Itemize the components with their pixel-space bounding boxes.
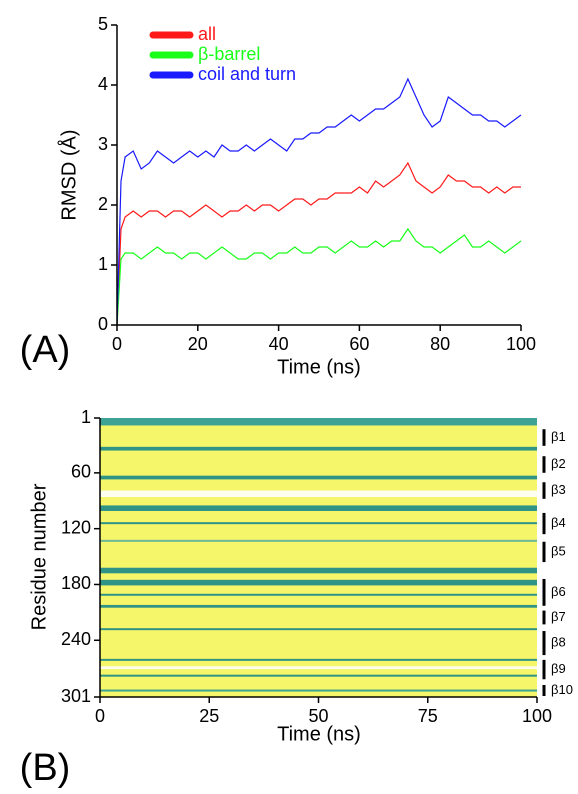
y-tick-label: 1 bbox=[98, 254, 108, 274]
structure-band bbox=[100, 674, 537, 677]
panel-label: (A) bbox=[20, 329, 71, 371]
x-tick-label: 25 bbox=[199, 706, 219, 726]
x-tick-label: 40 bbox=[269, 334, 289, 354]
structure-band bbox=[100, 666, 537, 670]
strand-label: β3 bbox=[551, 482, 566, 497]
structure-band bbox=[100, 628, 537, 631]
strand-label: β2 bbox=[551, 456, 566, 471]
y-tick-label: 240 bbox=[61, 629, 91, 649]
x-tick-label: 75 bbox=[418, 706, 438, 726]
axis-line bbox=[116, 25, 521, 326]
x-tick-label: 50 bbox=[308, 706, 328, 726]
structure-band bbox=[100, 604, 537, 608]
strand-label: β1 bbox=[551, 429, 566, 444]
strand-label: β9 bbox=[551, 661, 566, 676]
y-tick-label: 3 bbox=[98, 134, 108, 154]
strand-label: β5 bbox=[551, 543, 566, 558]
x-tick-label: 100 bbox=[506, 334, 536, 354]
panel-label: (B) bbox=[20, 747, 71, 789]
legend-label: coil and turn bbox=[198, 64, 296, 84]
structure-band bbox=[100, 475, 537, 480]
structure-band bbox=[100, 593, 537, 596]
structure-band bbox=[100, 539, 537, 542]
y-tick-label: 120 bbox=[61, 517, 91, 537]
x-tick-label: 0 bbox=[112, 334, 122, 354]
y-axis-label: RMSD (Å) bbox=[57, 129, 80, 220]
x-tick-label: 0 bbox=[95, 706, 105, 726]
y-tick-label: 1 bbox=[81, 407, 91, 427]
data-line bbox=[116, 227, 522, 326]
structure-band bbox=[100, 505, 537, 511]
structure-band bbox=[100, 418, 537, 426]
y-tick-label: 5 bbox=[98, 14, 108, 34]
strand-label: β4 bbox=[551, 515, 566, 530]
structure-band bbox=[100, 689, 537, 692]
structure-band bbox=[100, 567, 537, 574]
axis-line bbox=[99, 418, 537, 698]
data-line bbox=[116, 77, 522, 326]
structure-band bbox=[100, 658, 537, 661]
strand-label: β7 bbox=[551, 609, 566, 624]
legend-label: β-barrel bbox=[198, 44, 260, 64]
y-tick-label: 180 bbox=[61, 573, 91, 593]
y-tick-label: 60 bbox=[71, 462, 91, 482]
legend-label: all bbox=[198, 24, 216, 44]
y-tick-label: 4 bbox=[98, 74, 108, 94]
x-tick-label: 80 bbox=[430, 334, 450, 354]
y-tick-label: 0 bbox=[98, 314, 108, 334]
x-tick-label: 20 bbox=[188, 334, 208, 354]
structure-band bbox=[100, 522, 537, 525]
map-background bbox=[100, 418, 537, 697]
strand-label: β8 bbox=[551, 634, 566, 649]
x-axis-label: Time (ns) bbox=[277, 723, 361, 745]
structure-band bbox=[100, 490, 537, 498]
x-tick-label: 100 bbox=[522, 706, 552, 726]
structure-band bbox=[100, 446, 537, 451]
y-tick-label: 2 bbox=[98, 194, 108, 214]
structure-band bbox=[100, 579, 537, 586]
strand-label: β6 bbox=[551, 584, 566, 599]
y-tick-label: 301 bbox=[61, 686, 91, 706]
y-axis-label: Residue number bbox=[28, 483, 50, 630]
data-line bbox=[116, 161, 521, 326]
x-tick-label: 60 bbox=[349, 334, 369, 354]
strand-label: β10 bbox=[551, 682, 573, 697]
x-axis-label: Time (ns) bbox=[277, 356, 361, 378]
